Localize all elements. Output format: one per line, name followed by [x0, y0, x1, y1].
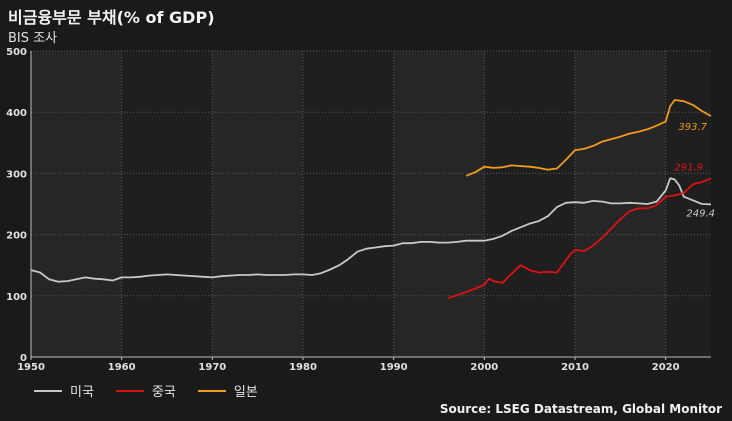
y-tick-label: 500 [6, 47, 27, 58]
y-tick-label: 300 [6, 169, 27, 180]
end-label-us: 249.4 [686, 208, 715, 219]
end-label-china: 291.9 [674, 162, 703, 173]
plot-band [212, 51, 303, 357]
x-tick-label: 1990 [380, 362, 408, 373]
legend-label-japan: 일본 [233, 385, 258, 400]
x-tick-label: 1980 [289, 362, 317, 373]
plot-band [31, 51, 122, 357]
y-tick-label: 200 [6, 231, 27, 242]
legend: 미국 중국 일본 [34, 381, 258, 400]
chart-subtitle: BIS 조사 [8, 31, 58, 46]
legend-label-us: 미국 [70, 385, 94, 400]
legend-item-china: 중국 [115, 381, 176, 400]
plot-band [484, 51, 575, 357]
legend-swatch-china [115, 389, 144, 392]
legend-item-us: 미국 [34, 381, 94, 400]
series-line-china [447, 177, 712, 300]
legend-label-china: 중국 [151, 385, 176, 400]
legend-swatch-us [34, 389, 62, 392]
x-tick-label: 1970 [198, 362, 226, 373]
plot-band [303, 51, 394, 357]
x-tick-label: 2020 [652, 362, 680, 373]
x-tick-label: 2000 [470, 362, 498, 373]
source-note: Source: LSEG Datastream, Global Monitor [439, 402, 722, 416]
x-tick-label: 1960 [108, 362, 136, 373]
series-line-us [30, 177, 712, 283]
legend-swatch-japan [197, 389, 226, 392]
series-line-japan [465, 99, 712, 177]
y-tick-label: 0 [20, 353, 27, 364]
plot-band [121, 51, 213, 357]
end-label-japan: 393.7 [678, 122, 707, 133]
x-tick-label: 2010 [561, 362, 589, 373]
y-tick-label: 400 [6, 108, 27, 119]
x-tick-label: 1950 [17, 362, 45, 373]
plot-band [393, 51, 485, 357]
legend-item-japan: 일본 [197, 381, 258, 400]
chart-title: 비금융부문 부채(% of GDP) [8, 8, 215, 27]
y-tick-label: 100 [6, 292, 27, 303]
